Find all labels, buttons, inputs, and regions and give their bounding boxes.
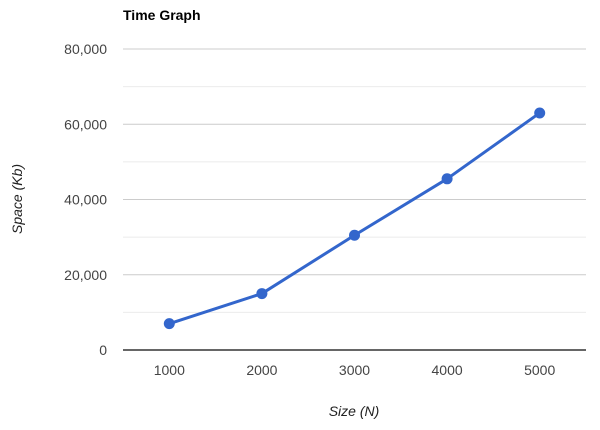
x-tick-label: 4000 (432, 362, 463, 378)
y-tick-label: 80,000 (64, 41, 107, 57)
chart-title: Time Graph (123, 7, 201, 23)
x-axis-title: Size (N) (329, 403, 380, 419)
data-point[interactable] (441, 173, 453, 185)
series-layer (163, 107, 546, 330)
gridlines (123, 48, 586, 313)
x-tick-label: 3000 (339, 362, 370, 378)
x-tick-label: 1000 (154, 362, 185, 378)
data-point[interactable] (534, 107, 546, 119)
y-tick-label: 60,000 (64, 116, 107, 132)
x-tick-label: 5000 (524, 362, 555, 378)
series-line (167, 111, 542, 326)
y-tick-label: 40,000 (64, 192, 107, 208)
y-tick-label: 20,000 (64, 267, 107, 283)
data-point[interactable] (256, 288, 268, 300)
y-axis-tick-labels: 0 20,000 40,000 60,000 80,000 (64, 41, 107, 358)
y-tick-label: 0 (99, 342, 107, 358)
x-tick-label: 2000 (246, 362, 277, 378)
y-axis-title: Space (Kb) (9, 164, 25, 234)
data-point[interactable] (163, 318, 175, 330)
x-axis-tick-labels: 1000 2000 3000 4000 5000 (154, 362, 556, 378)
data-point[interactable] (349, 229, 360, 241)
